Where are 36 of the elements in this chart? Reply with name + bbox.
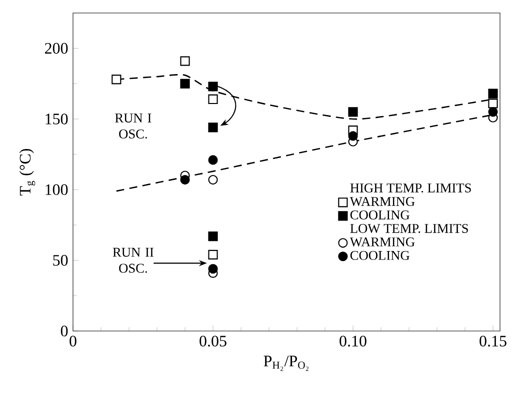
y-tick-label: 200 (45, 42, 68, 54)
legend-label: COOLING (350, 210, 410, 220)
annotation: LOW TEMP. LIMITS (350, 224, 468, 234)
x-tick-label: 0.15 (480, 336, 506, 347)
point (208, 174, 218, 185)
y-tick-label: 50 (53, 254, 68, 266)
x-axis-title: P$_{H₂}$/P$_{O₂}$ (264, 356, 308, 371)
legend-label: WARMING (350, 237, 415, 247)
point (208, 232, 218, 242)
x-tick-label: 0.05 (200, 336, 226, 347)
point (112, 74, 122, 84)
point (488, 88, 498, 98)
point (488, 107, 498, 117)
y-tick-label: 0 (60, 326, 68, 336)
point (348, 107, 358, 117)
point (208, 264, 218, 274)
point (180, 56, 190, 66)
point (488, 98, 498, 108)
y-tick-label: 150 (46, 114, 68, 124)
point (348, 131, 358, 141)
x-tick-label: 0.10 (340, 336, 366, 347)
legend-label: WARMING (350, 197, 415, 206)
point (208, 122, 218, 132)
point (208, 250, 218, 260)
point (208, 82, 218, 92)
y-axis-title: T$_{g}$ (°C) (19, 148, 36, 196)
y-tick-label: 100 (46, 184, 68, 196)
annotation: RUN I OSC. (115, 114, 152, 139)
point (208, 94, 218, 104)
legend-label: COOLING (350, 250, 410, 260)
point (208, 155, 218, 165)
point (180, 174, 190, 185)
point (180, 78, 190, 88)
annotation: HIGH TEMP. LIMITS (350, 184, 471, 193)
annotation: RUN II OSC. (112, 248, 154, 273)
x-tick-label: 0 (70, 336, 76, 346)
